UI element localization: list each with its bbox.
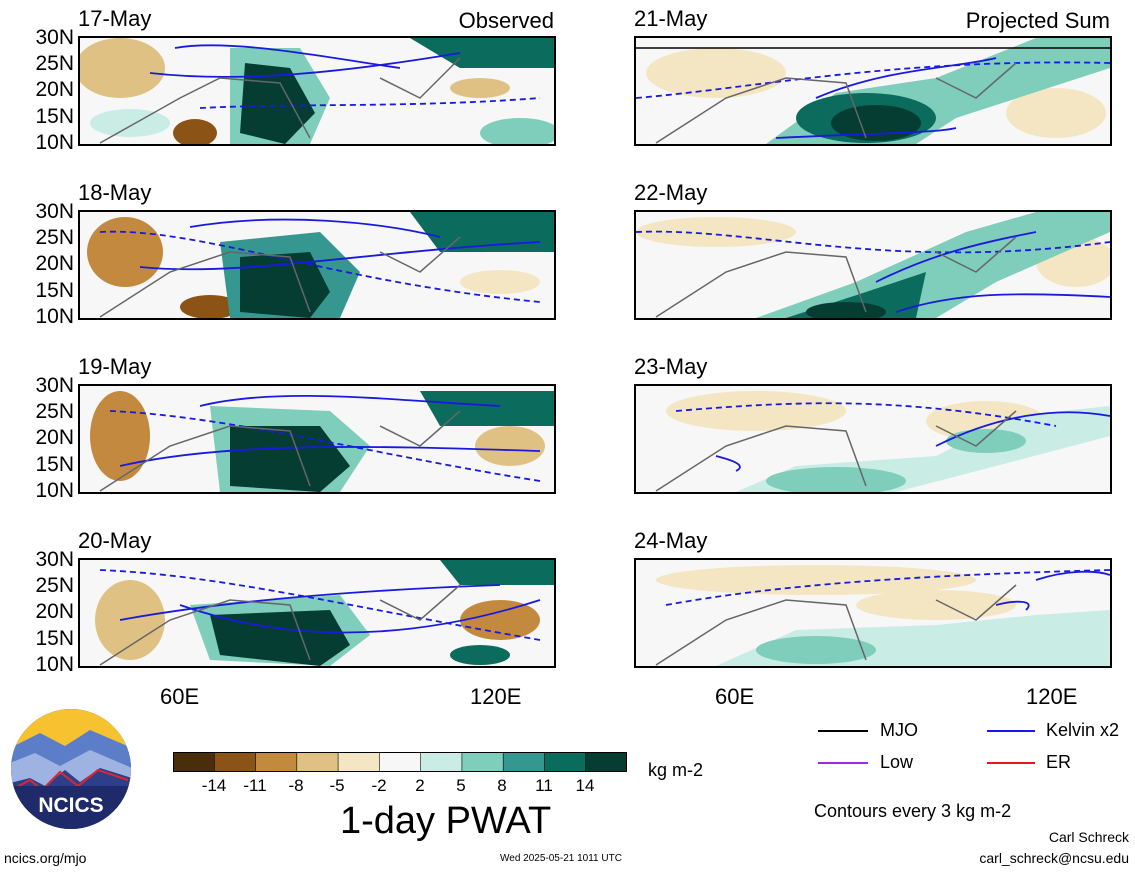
y-tick-label: 25N xyxy=(35,52,74,75)
legend-label: MJO xyxy=(880,720,918,740)
colorbar-cell xyxy=(461,752,504,772)
y-tick-label: 30N xyxy=(35,548,74,571)
map-plot xyxy=(634,384,1112,494)
x-tick-label: 120E xyxy=(470,684,522,709)
colorbar-label: -14 xyxy=(201,776,227,795)
panel-date: 24-May xyxy=(634,528,708,553)
colorbar-label: -11 xyxy=(243,776,267,795)
panel-date: 22-May xyxy=(634,180,708,205)
colorbar-cell xyxy=(544,752,587,772)
mjo-line-swatch xyxy=(818,730,868,732)
er-line-swatch xyxy=(987,762,1035,764)
colorbar-cells xyxy=(173,752,627,772)
y-tick-label: 15N xyxy=(35,627,74,650)
colorbar-cell xyxy=(213,752,257,772)
author-name: Carl Schreck xyxy=(1048,829,1129,845)
y-tick-label: 20N xyxy=(35,426,74,449)
colorbar-label: 2 xyxy=(415,776,425,795)
variable-title: 1-day PWAT xyxy=(340,800,552,842)
colorbar-cell xyxy=(420,752,463,772)
colorbar-label: 14 xyxy=(575,776,595,795)
ncics-logo: NCICS xyxy=(10,708,132,830)
contour-note: Contours every 3 kg m-2 xyxy=(814,801,1012,821)
colorbar-label: 8 xyxy=(497,776,507,795)
y-tick-label: 10N xyxy=(35,305,74,328)
low-line-swatch xyxy=(818,762,868,764)
y-tick-label: 10N xyxy=(35,479,74,502)
colorbar-label: 11 xyxy=(535,776,553,795)
projected-header: Projected Sum xyxy=(965,8,1110,33)
colorbar-cell xyxy=(296,752,339,772)
colorbar-cell xyxy=(173,752,216,772)
colorbar-cell xyxy=(585,752,627,772)
y-tick-label: 15N xyxy=(35,453,74,476)
colorbar-cell xyxy=(379,752,422,772)
colorbar-cell xyxy=(502,752,546,772)
y-tick-label: 30N xyxy=(35,200,74,223)
map-plot xyxy=(78,558,556,668)
panel-date: 18-May xyxy=(78,180,152,205)
colorbar-units: kg m-2 xyxy=(648,760,704,780)
panel-date: 19-May xyxy=(78,354,152,379)
y-tick-label: 25N xyxy=(35,400,74,423)
y-tick-label: 30N xyxy=(35,26,74,49)
x-tick-label: 120E xyxy=(1026,684,1078,709)
panel-date: 23-May xyxy=(634,354,708,379)
y-tick-label: 10N xyxy=(35,131,74,154)
y-tick-label: 20N xyxy=(35,252,74,275)
map-plot xyxy=(634,558,1112,668)
kelvin-line-swatch xyxy=(987,730,1035,732)
colorbar-cell xyxy=(337,752,381,772)
colorbar-label: -5 xyxy=(329,776,345,795)
map-plot xyxy=(78,210,556,320)
panel-date: 17-May xyxy=(78,6,152,31)
y-tick-label: 25N xyxy=(35,574,74,597)
map-plot xyxy=(78,36,556,146)
colorbar xyxy=(173,752,627,772)
x-tick-label: 60E xyxy=(715,684,755,709)
map-plot xyxy=(78,384,556,494)
x-tick-label: 60E xyxy=(160,684,200,709)
y-tick-label: 15N xyxy=(35,279,74,302)
legend-label: Kelvin x2 xyxy=(1046,720,1120,740)
colorbar-cell xyxy=(255,752,298,772)
author-email: carl_schreck@ncsu.edu xyxy=(979,850,1129,866)
colorbar-label: -2 xyxy=(371,776,387,795)
colorbar-label: -8 xyxy=(288,776,304,795)
logo-text: NCICS xyxy=(38,794,103,817)
y-tick-label: 20N xyxy=(35,600,74,623)
panel-date: 20-May xyxy=(78,528,152,553)
y-tick-label: 10N xyxy=(35,653,74,676)
map-plot xyxy=(634,36,1112,146)
site-url: ncics.org/mjo xyxy=(4,850,87,866)
timestamp: Wed 2025-05-21 1011 UTC xyxy=(500,853,622,864)
y-tick-label: 30N xyxy=(35,374,74,397)
panel-date: 21-May xyxy=(634,6,708,31)
legend-label: Low xyxy=(880,752,914,772)
map-plot xyxy=(634,210,1112,320)
legend-label: ER xyxy=(1046,752,1072,772)
y-tick-label: 25N xyxy=(35,226,74,249)
observed-header: Observed xyxy=(458,8,554,33)
colorbar-label: 5 xyxy=(456,776,466,795)
y-tick-label: 15N xyxy=(35,105,74,128)
y-tick-label: 20N xyxy=(35,78,74,101)
